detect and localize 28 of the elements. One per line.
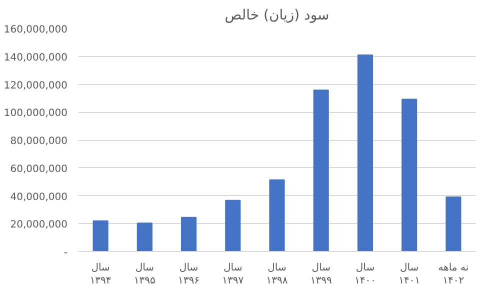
bar bbox=[225, 200, 241, 252]
x-tick-label: سال ۱۴۰۱ bbox=[398, 262, 420, 287]
bar bbox=[446, 196, 462, 252]
x-tick-label: سال ۱۴۰۰ bbox=[354, 262, 376, 287]
y-tick-label: 40,000,000 bbox=[10, 192, 68, 203]
y-tick-label: 20,000,000 bbox=[10, 220, 68, 231]
bar bbox=[136, 222, 152, 252]
x-tick-label: سال ۱۳۹۷ bbox=[222, 262, 244, 287]
y-tick-label: 80,000,000 bbox=[10, 136, 68, 147]
x-tick-label: سال ۱۳۹۴ bbox=[90, 262, 112, 287]
x-tick-label: سال ۱۳۹۶ bbox=[178, 262, 200, 287]
bar bbox=[402, 98, 418, 252]
y-tick-label: 100,000,000 bbox=[4, 108, 68, 120]
y-tick-label: - bbox=[64, 248, 68, 258]
bar bbox=[269, 179, 285, 252]
y-tick-label: 140,000,000 bbox=[4, 52, 68, 64]
x-tick-label: سال ۱۳۹۵ bbox=[134, 262, 156, 287]
chart-title: سود (زیان) خالص bbox=[224, 8, 330, 24]
x-tick-label: سال ۱۳۹۸ bbox=[266, 262, 288, 287]
bar bbox=[181, 216, 197, 252]
x-tick-label: سال ۱۳۹۹ bbox=[310, 262, 332, 287]
x-tick-label: نه ماهه ۱۴۰۲ bbox=[438, 262, 469, 287]
y-tick-label: 160,000,000 bbox=[4, 24, 68, 36]
bar bbox=[357, 54, 373, 252]
bar bbox=[313, 90, 329, 252]
bar bbox=[92, 220, 108, 252]
y-tick-label: 60,000,000 bbox=[10, 164, 68, 175]
y-tick-label: 120,000,000 bbox=[4, 80, 68, 92]
